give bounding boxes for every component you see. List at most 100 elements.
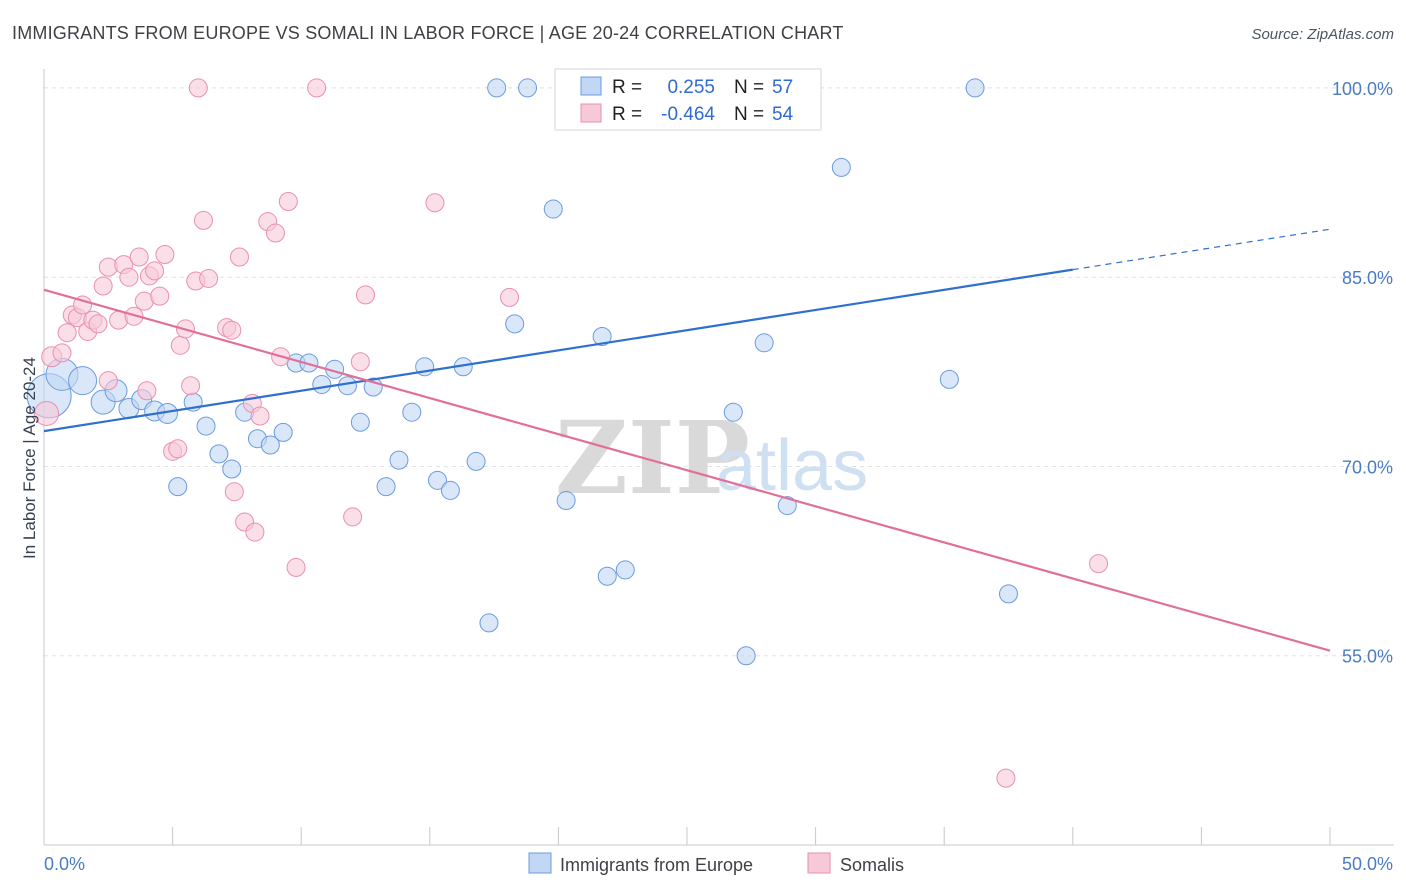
point-somalis-28 xyxy=(188,78,208,98)
stats-n-label-somalis: N = xyxy=(734,104,764,125)
watermark: ZIP atlas xyxy=(555,399,868,517)
point-somalis-50 xyxy=(98,371,118,391)
point-europe-17 xyxy=(273,422,293,442)
gridlines xyxy=(44,87,1394,657)
point-somalis-29 xyxy=(193,210,213,230)
point-europe-48 xyxy=(754,333,774,353)
point-somalis-45 xyxy=(343,507,363,527)
stats-r-label-europe: R = xyxy=(612,77,642,98)
y-tick-label-85: 85.0% xyxy=(1342,268,1393,288)
stats-box: R = 0.255 N = 57 R = -0.464 N = 54 xyxy=(554,68,822,131)
point-europe-20 xyxy=(312,374,332,394)
point-europe-33 xyxy=(479,613,499,633)
point-europe-12 xyxy=(209,444,229,464)
point-somalis-37 xyxy=(245,522,265,542)
point-europe-11 xyxy=(196,416,216,436)
stats-swatch-somalis xyxy=(580,103,602,123)
point-europe-30 xyxy=(440,480,460,500)
point-europe-50 xyxy=(831,157,851,177)
trend-line-europe xyxy=(43,268,1073,433)
chart-title: IMMIGRANTS FROM EUROPE VS SOMALI IN LABO… xyxy=(12,23,844,43)
point-somalis-33 xyxy=(224,482,244,502)
point-europe-45 xyxy=(592,326,612,346)
point-somalis-47 xyxy=(356,285,375,305)
point-europe-51 xyxy=(939,369,959,389)
trend-line-somalis xyxy=(43,288,1331,652)
stats-r-value-somalis: -0.464 xyxy=(661,104,715,125)
point-europe-16 xyxy=(260,435,280,455)
point-somalis-10 xyxy=(93,276,113,296)
point-europe-23 xyxy=(350,412,370,432)
point-europe-46 xyxy=(723,402,743,422)
point-europe-19 xyxy=(299,353,319,373)
y-tick-label-70: 70.0% xyxy=(1342,457,1393,477)
legend-label-europe: Immigrants from Europe xyxy=(560,855,753,875)
point-europe-32 xyxy=(466,451,486,471)
point-europe-47 xyxy=(736,646,756,666)
stats-r-value-europe: 0.255 xyxy=(667,77,715,98)
point-somalis-51 xyxy=(137,381,157,401)
point-europe-27 xyxy=(402,402,422,422)
point-somalis-14 xyxy=(119,267,139,287)
point-europe-49 xyxy=(777,496,797,516)
y-tick-labels: 55.0% 70.0% 85.0% 100.0% xyxy=(1332,79,1393,667)
point-somalis-15 xyxy=(124,306,144,326)
point-somalis-24 xyxy=(170,335,190,355)
point-somalis-20 xyxy=(150,286,170,306)
y-tick-label-55: 55.0% xyxy=(1342,647,1393,667)
point-somalis-23 xyxy=(168,439,188,459)
point-somalis-43 xyxy=(286,557,306,577)
point-somalis-42 xyxy=(278,191,298,211)
point-europe-52 xyxy=(965,78,985,98)
point-europe-9 xyxy=(168,477,188,497)
point-somalis-32 xyxy=(222,320,242,340)
point-europe-53 xyxy=(999,584,1018,604)
stats-n-value-somalis: 54 xyxy=(772,104,794,125)
point-europe-42 xyxy=(615,560,635,580)
point-somalis-53 xyxy=(1089,554,1109,574)
point-europe-13 xyxy=(222,459,242,479)
point-somalis-2 xyxy=(52,343,72,363)
stats-swatch-europe xyxy=(580,76,602,96)
point-somalis-40 xyxy=(265,223,285,243)
trend-lines xyxy=(43,228,1331,652)
point-europe-38 xyxy=(556,491,576,511)
point-somalis-49 xyxy=(500,287,520,307)
stats-n-label-europe: N = xyxy=(734,77,764,98)
point-somalis-21 xyxy=(155,244,175,264)
point-somalis-16 xyxy=(129,247,149,267)
legend-label-somalis: Somalis xyxy=(840,855,904,875)
point-europe-22 xyxy=(337,376,357,396)
x-tick-label-min: 0.0% xyxy=(44,854,85,874)
point-somalis-30 xyxy=(199,268,219,288)
point-somalis-48 xyxy=(425,193,445,213)
trend-line-europe-projection xyxy=(1072,228,1331,271)
watermark-atlas: atlas xyxy=(716,426,868,506)
axes xyxy=(43,69,1394,846)
stats-r-label-somalis: R = xyxy=(612,104,642,125)
point-somalis-0 xyxy=(34,400,60,426)
point-somalis-3 xyxy=(57,323,77,343)
x-tick-label-max: 50.0% xyxy=(1342,854,1393,874)
point-europe-2 xyxy=(68,366,98,396)
point-europe-41 xyxy=(597,566,617,586)
point-somalis-19 xyxy=(145,261,165,281)
point-europe-37 xyxy=(543,199,563,219)
point-europe-36 xyxy=(505,314,525,334)
y-axis-label: In Labor Force | Age 20-24 xyxy=(20,357,39,559)
point-somalis-38 xyxy=(250,406,270,426)
point-somalis-44 xyxy=(307,78,327,98)
point-somalis-26 xyxy=(181,376,201,396)
point-somalis-46 xyxy=(350,352,370,372)
chart-source: Source: ZipAtlas.com xyxy=(1251,26,1394,43)
legend-swatch-somalis xyxy=(807,852,831,874)
legend: Immigrants from Europe Somalis xyxy=(528,852,904,875)
point-somalis-34 xyxy=(229,247,249,267)
point-europe-26 xyxy=(389,450,409,470)
point-somalis-9 xyxy=(88,314,108,334)
point-somalis-52 xyxy=(996,768,1016,788)
stats-n-value-europe: 57 xyxy=(772,77,793,98)
point-europe-35 xyxy=(518,78,538,98)
point-europe-34 xyxy=(487,78,507,98)
